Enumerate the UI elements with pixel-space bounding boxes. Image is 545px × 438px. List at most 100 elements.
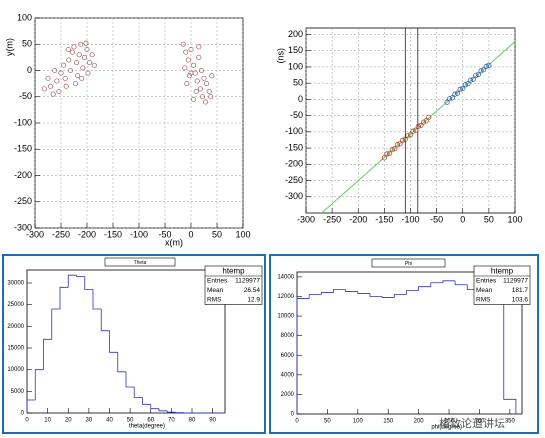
point bbox=[193, 88, 199, 95]
y-tick-label: 150 bbox=[288, 45, 303, 55]
x-tick-label: 250 bbox=[444, 419, 455, 425]
stats-value: 12.9 bbox=[247, 296, 260, 303]
x-tick-label: -250 bbox=[323, 214, 341, 224]
x-tick-label: 0 bbox=[460, 214, 465, 224]
point bbox=[91, 62, 97, 68]
stats-value: 1129977 bbox=[503, 277, 528, 284]
x-tick-label: -50 bbox=[158, 229, 171, 239]
stats-title: htemp bbox=[491, 267, 514, 276]
histogram-bin bbox=[67, 274, 77, 288]
point bbox=[48, 83, 54, 89]
point bbox=[188, 46, 194, 53]
point bbox=[204, 81, 210, 87]
point bbox=[183, 49, 189, 55]
y-axis-label: y(m) bbox=[4, 38, 14, 56]
x-tick-label: 0 bbox=[295, 419, 299, 425]
point bbox=[454, 90, 461, 96]
point bbox=[206, 88, 212, 95]
x-tick-label: -200 bbox=[78, 229, 96, 239]
histogram-bin bbox=[34, 369, 44, 400]
x-tick-label: 50 bbox=[212, 229, 222, 239]
point bbox=[407, 132, 414, 138]
x-tick-label: -100 bbox=[401, 214, 419, 224]
y-tick-label: 30000 bbox=[7, 281, 24, 287]
point bbox=[75, 73, 81, 79]
histogram-bin bbox=[503, 296, 517, 414]
histogram-bin bbox=[454, 280, 468, 286]
point bbox=[196, 54, 202, 60]
point bbox=[54, 78, 60, 84]
point bbox=[67, 67, 73, 74]
y-tick-label: -50 bbox=[290, 110, 303, 120]
point bbox=[389, 147, 395, 153]
watermark: 格致论道讲坛 bbox=[439, 416, 505, 430]
point bbox=[486, 62, 492, 68]
histogram-bin bbox=[133, 387, 143, 398]
chart-title: Phi bbox=[405, 261, 412, 267]
point bbox=[74, 60, 80, 66]
y-tick-label: -100 bbox=[14, 117, 32, 127]
histogram-bin bbox=[125, 371, 135, 388]
y-tick-label: -250 bbox=[14, 196, 32, 206]
point bbox=[66, 57, 72, 63]
stats-label: RMS bbox=[476, 296, 491, 303]
point bbox=[397, 141, 403, 147]
histogram-bin bbox=[51, 308, 60, 340]
x-tick-label: 10 bbox=[44, 418, 51, 424]
histogram-bin bbox=[175, 412, 184, 414]
point bbox=[61, 62, 67, 68]
y-tick-label: -250 bbox=[285, 175, 303, 185]
panel-frame bbox=[269, 254, 539, 434]
point bbox=[184, 81, 190, 87]
y-tick-label: -100 bbox=[285, 126, 303, 136]
y-tick-label: 25000 bbox=[7, 302, 24, 308]
y-tick-label: 6000 bbox=[281, 353, 295, 359]
x-tick-label: 200 bbox=[414, 419, 425, 425]
x-tick-label: 50 bbox=[324, 419, 331, 425]
point bbox=[209, 73, 215, 79]
stats-box bbox=[204, 265, 263, 305]
point bbox=[180, 41, 186, 47]
point bbox=[52, 67, 58, 74]
point bbox=[62, 75, 68, 81]
point bbox=[421, 119, 427, 125]
point bbox=[41, 86, 47, 92]
point bbox=[186, 73, 192, 79]
y-tick-label: 8000 bbox=[281, 333, 295, 339]
point bbox=[418, 122, 424, 128]
histogram-bin bbox=[308, 294, 322, 299]
point bbox=[415, 123, 421, 129]
point bbox=[78, 41, 84, 47]
histogram-bin bbox=[84, 276, 93, 290]
point bbox=[191, 96, 197, 102]
y-tick-label: -150 bbox=[285, 142, 303, 152]
histogram-bin bbox=[345, 289, 358, 292]
y-tick-label: 0 bbox=[27, 65, 32, 75]
histogram-bin bbox=[100, 309, 110, 332]
y-tick-label: 2000 bbox=[281, 392, 295, 398]
histogram-bin bbox=[92, 289, 102, 310]
plot-frame bbox=[26, 269, 226, 414]
point bbox=[481, 67, 487, 73]
point bbox=[81, 54, 87, 60]
y-tick-label: 20000 bbox=[7, 324, 24, 330]
point bbox=[473, 72, 479, 78]
histogram-bin bbox=[333, 289, 346, 293]
x-tick-label: 100 bbox=[353, 419, 364, 425]
title-box bbox=[371, 258, 446, 268]
point bbox=[413, 127, 419, 133]
y-axis-label: (ns) bbox=[275, 48, 285, 64]
point bbox=[58, 70, 64, 76]
point bbox=[185, 57, 191, 63]
point bbox=[63, 83, 69, 89]
point bbox=[470, 76, 476, 82]
point bbox=[405, 133, 411, 139]
x-tick-label: 80 bbox=[189, 418, 196, 424]
y-tick-label: 5000 bbox=[11, 389, 25, 395]
point bbox=[197, 86, 203, 92]
stats-label: Entries bbox=[476, 277, 497, 284]
point bbox=[462, 82, 468, 88]
point bbox=[198, 67, 204, 74]
point bbox=[423, 118, 429, 124]
title-box bbox=[104, 257, 176, 267]
